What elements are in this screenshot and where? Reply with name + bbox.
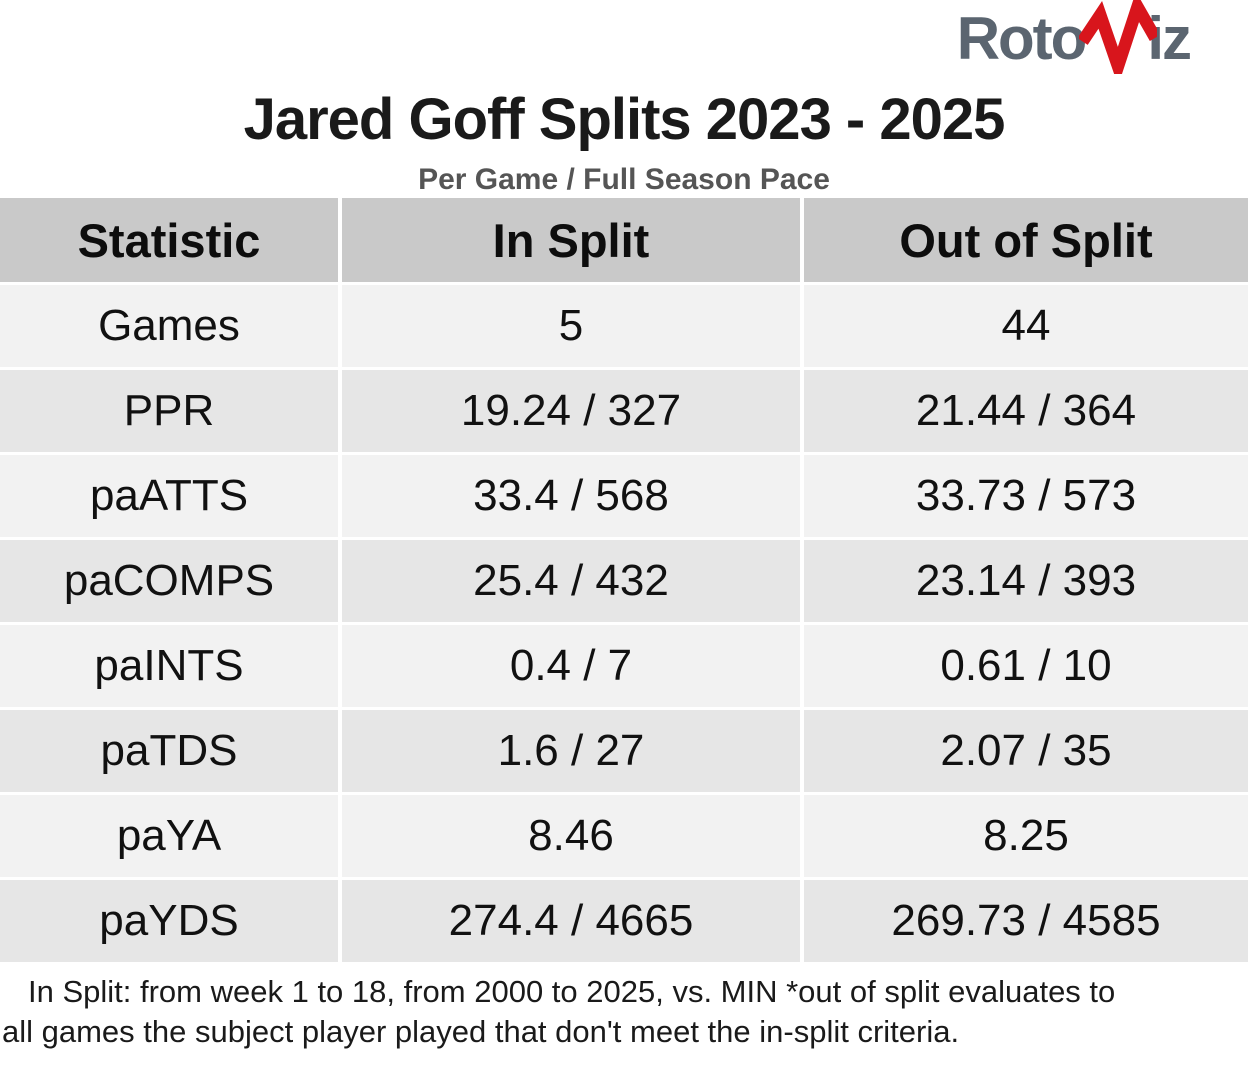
footnote: In Split: from week 1 to 18, from 2000 t…: [0, 972, 1248, 1052]
row-paya-out-split: 8.25: [804, 795, 1248, 877]
row-payds-stat: paYDS: [0, 880, 338, 962]
row-paints-stat: paINTS: [0, 625, 338, 707]
row-pacomps-stat: paCOMPS: [0, 540, 338, 622]
row-games-in-split: 5: [342, 285, 800, 367]
row-paatts-out-split: 33.73 / 573: [804, 455, 1248, 537]
logo-text-roto: Roto: [956, 5, 1088, 72]
row-ppr-stat: PPR: [0, 370, 338, 452]
row-ppr-in-split: 19.24 / 327: [342, 370, 800, 452]
pulse-v-icon: [1079, 0, 1158, 74]
row-payds-out-split: 269.73 / 4585: [804, 880, 1248, 962]
row-games-stat: Games: [0, 285, 338, 367]
row-pacomps-out-split: 23.14 / 393: [804, 540, 1248, 622]
row-patds-out-split: 2.07 / 35: [804, 710, 1248, 792]
row-paatts-stat: paATTS: [0, 455, 338, 537]
column-header-out-of-split: Out of Split: [804, 198, 1248, 282]
row-patds-in-split: 1.6 / 27: [342, 710, 800, 792]
row-paya-stat: paYA: [0, 795, 338, 877]
row-games-out-split: 44: [804, 285, 1248, 367]
row-paatts-in-split: 33.4 / 568: [342, 455, 800, 537]
row-ppr-out-split: 21.44 / 364: [804, 370, 1248, 452]
footnote-line-2: all games the subject player played that…: [2, 1014, 960, 1049]
splits-table: Statistic In Split Out of Split Games 5 …: [0, 198, 1248, 962]
row-patds-stat: paTDS: [0, 710, 338, 792]
page-subtitle: Per Game / Full Season Pace: [418, 163, 830, 196]
column-header-in-split: In Split: [342, 198, 800, 282]
row-pacomps-in-split: 25.4 / 432: [342, 540, 800, 622]
rotoviz-logo: Roto iz: [956, 0, 1192, 76]
row-paya-in-split: 8.46: [342, 795, 800, 877]
column-header-statistic: Statistic: [0, 198, 338, 282]
row-paints-out-split: 0.61 / 10: [804, 625, 1248, 707]
row-payds-in-split: 274.4 / 4665: [342, 880, 800, 962]
page-title: Jared Goff Splits 2023 - 2025: [243, 87, 1006, 152]
row-paints-in-split: 0.4 / 7: [342, 625, 800, 707]
footnote-line-1: In Split: from week 1 to 18, from 2000 t…: [28, 974, 1116, 1009]
logo-text-iz: iz: [1147, 5, 1192, 72]
